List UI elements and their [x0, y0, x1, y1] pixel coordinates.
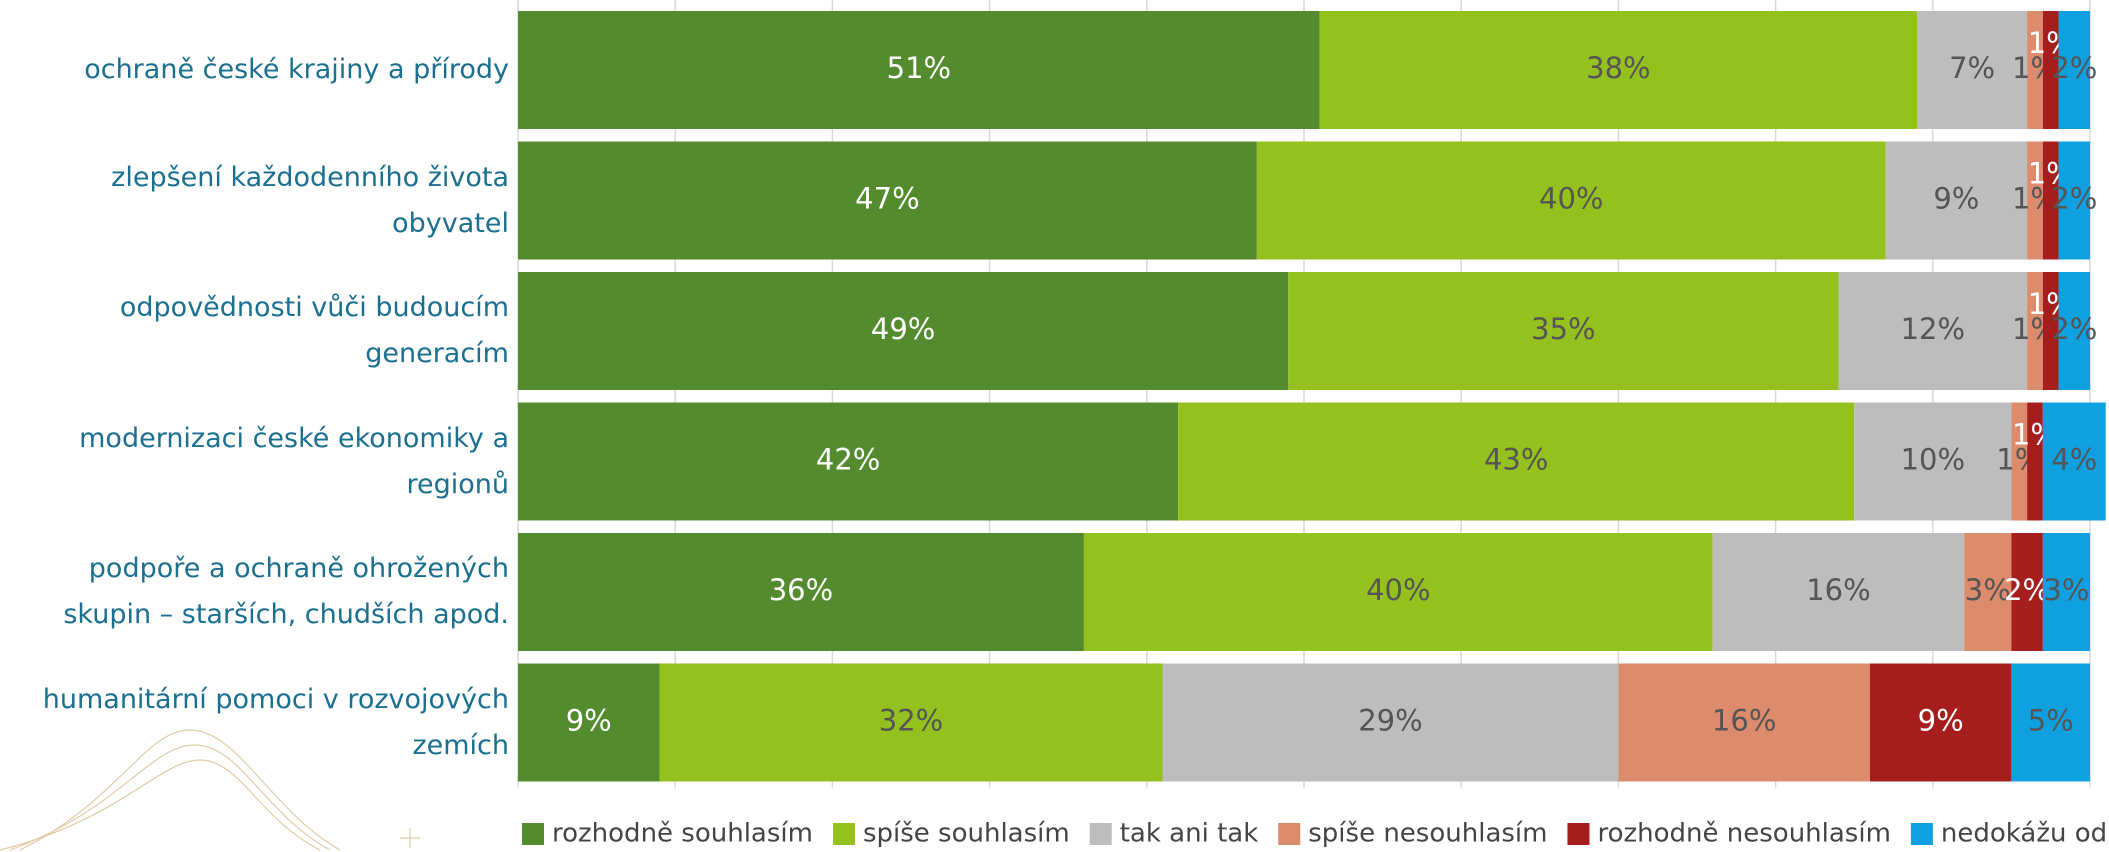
bar-segment — [2011, 402, 2028, 521]
value-label: 43% — [1484, 443, 1548, 477]
bar-segment — [518, 663, 660, 782]
bar-segment — [2058, 141, 2090, 260]
bar-segment — [1288, 272, 1839, 390]
bar-segment — [1712, 533, 1965, 651]
bar-segment — [518, 11, 1320, 129]
value-label: 2% — [2051, 182, 2097, 216]
legend-label: rozhodně souhlasím — [552, 819, 813, 849]
bar-segment — [1885, 141, 2028, 260]
bar-segment — [2058, 272, 2090, 390]
value-label: 9% — [566, 704, 612, 738]
value-label: 2% — [2051, 51, 2097, 85]
value-label: 40% — [1539, 182, 1603, 216]
category-label: zlepšení každodenního života obyvatel — [111, 161, 509, 239]
legend-swatch — [1910, 823, 1933, 845]
bar-segment — [2027, 141, 2043, 260]
bar-segment — [1162, 663, 1619, 782]
legend-swatch — [832, 823, 855, 845]
value-label: 3% — [2043, 573, 2089, 607]
legend-swatch — [1089, 823, 1112, 845]
value-label: 2% — [2004, 573, 2050, 607]
bar-segment — [1854, 402, 2012, 521]
value-label: 47% — [855, 182, 919, 216]
bar-segment — [1319, 11, 1918, 129]
value-label: 51% — [887, 51, 951, 85]
value-label: 35% — [1531, 312, 1595, 346]
decoration — [0, 729, 420, 851]
bar-segment — [2042, 272, 2059, 390]
value-label: 16% — [1806, 573, 1870, 607]
value-label: 32% — [879, 704, 943, 738]
category-label: ochraně české krajiny a přírody — [84, 54, 509, 85]
value-label: 40% — [1366, 573, 1430, 607]
bar-segment — [2027, 11, 2043, 129]
legend-swatch — [522, 823, 544, 845]
value-label: 49% — [871, 312, 935, 346]
legend-swatch — [1567, 823, 1590, 845]
category-label: humanitární pomoci v rozvojových zemích — [42, 683, 509, 761]
bar-segment — [2058, 11, 2090, 129]
legend-label: tak ani tak — [1120, 819, 1259, 849]
category-label: odpovědnosti vůči budoucím generacím — [119, 292, 509, 369]
value-label: 10% — [1901, 443, 1965, 477]
legend-label: rozhodně nesouhlasím — [1597, 819, 1890, 849]
value-label: 38% — [1586, 51, 1650, 85]
legend-label: spíše souhlasím — [863, 819, 1070, 849]
bar-segment — [2042, 402, 2106, 521]
bar-segment — [2027, 402, 2043, 521]
bar-segment — [1838, 272, 2028, 390]
legend-label: nedokážu odpovědět — [1941, 819, 2109, 849]
bar-segment — [2042, 141, 2059, 260]
bar-segment — [1964, 533, 2012, 651]
value-label: 12% — [1901, 312, 1965, 346]
bar-segment — [659, 663, 1163, 782]
category-label: podpoře a ochraně ohrožených skupin – st… — [63, 553, 509, 630]
value-label: 4% — [2051, 443, 2097, 477]
value-label: 5% — [2028, 704, 2074, 738]
bar-segment — [518, 402, 1179, 521]
legend-swatch — [1278, 823, 1301, 845]
bar-segment — [1869, 663, 2012, 782]
bar-segment — [2011, 663, 2090, 782]
legend-label: spíše nesouhlasím — [1308, 819, 1547, 849]
value-label: 2% — [2051, 312, 2097, 346]
value-label: 16% — [1712, 704, 1776, 738]
value-label: 29% — [1358, 704, 1422, 738]
value-label: 3% — [1965, 573, 2011, 607]
bar-segment — [518, 272, 1289, 390]
bar-segment — [1618, 663, 1870, 782]
value-label: 36% — [769, 573, 833, 607]
value-label: 42% — [816, 443, 880, 477]
bar-segment — [2011, 533, 2043, 651]
bar-segment — [2027, 272, 2043, 390]
value-label: 7% — [1949, 51, 1995, 85]
bar-segment — [2042, 11, 2059, 129]
bar-segment — [1083, 533, 1713, 651]
bar-segment — [518, 533, 1084, 651]
bar-segment — [2042, 533, 2090, 651]
value-label: 9% — [1918, 704, 1964, 738]
bar-segment — [1178, 402, 1855, 521]
bar-segment — [1256, 141, 1886, 260]
category-label: modernizaci české ekonomiky a regionů — [79, 422, 509, 500]
value-label: 9% — [1933, 182, 1979, 216]
bar-segment — [1917, 11, 2028, 129]
bar-segment — [518, 141, 1257, 260]
